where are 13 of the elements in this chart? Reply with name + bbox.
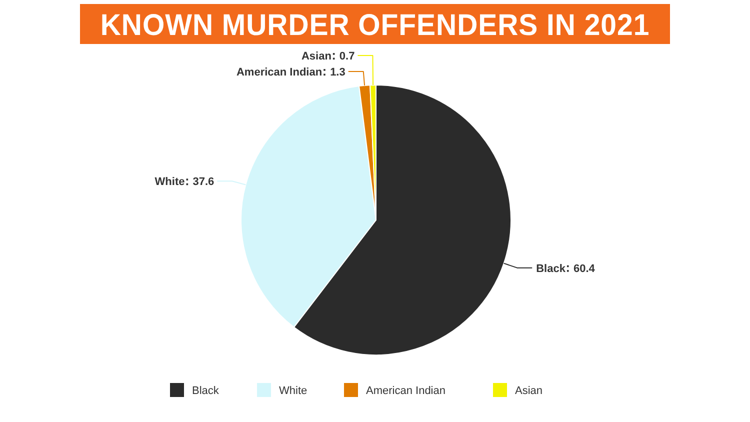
slice-label: Asian	[301, 50, 332, 63]
data-label: 1.3	[330, 66, 346, 79]
data-label: 60.4	[573, 262, 596, 275]
legend-label: White	[279, 385, 308, 397]
data-label: 37.6	[192, 176, 214, 188]
legend-label: American Indian	[366, 385, 446, 397]
slice-label: Black	[536, 262, 566, 275]
slice-label: White	[154, 176, 185, 188]
slice-label: American Indian	[236, 66, 322, 79]
legend-label: Asian	[515, 385, 543, 397]
chart-title: KNOWN MURDER OFFENDERS IN 2021	[100, 9, 650, 42]
legend-label: Black	[192, 385, 220, 397]
data-label: 0.7	[339, 50, 355, 63]
